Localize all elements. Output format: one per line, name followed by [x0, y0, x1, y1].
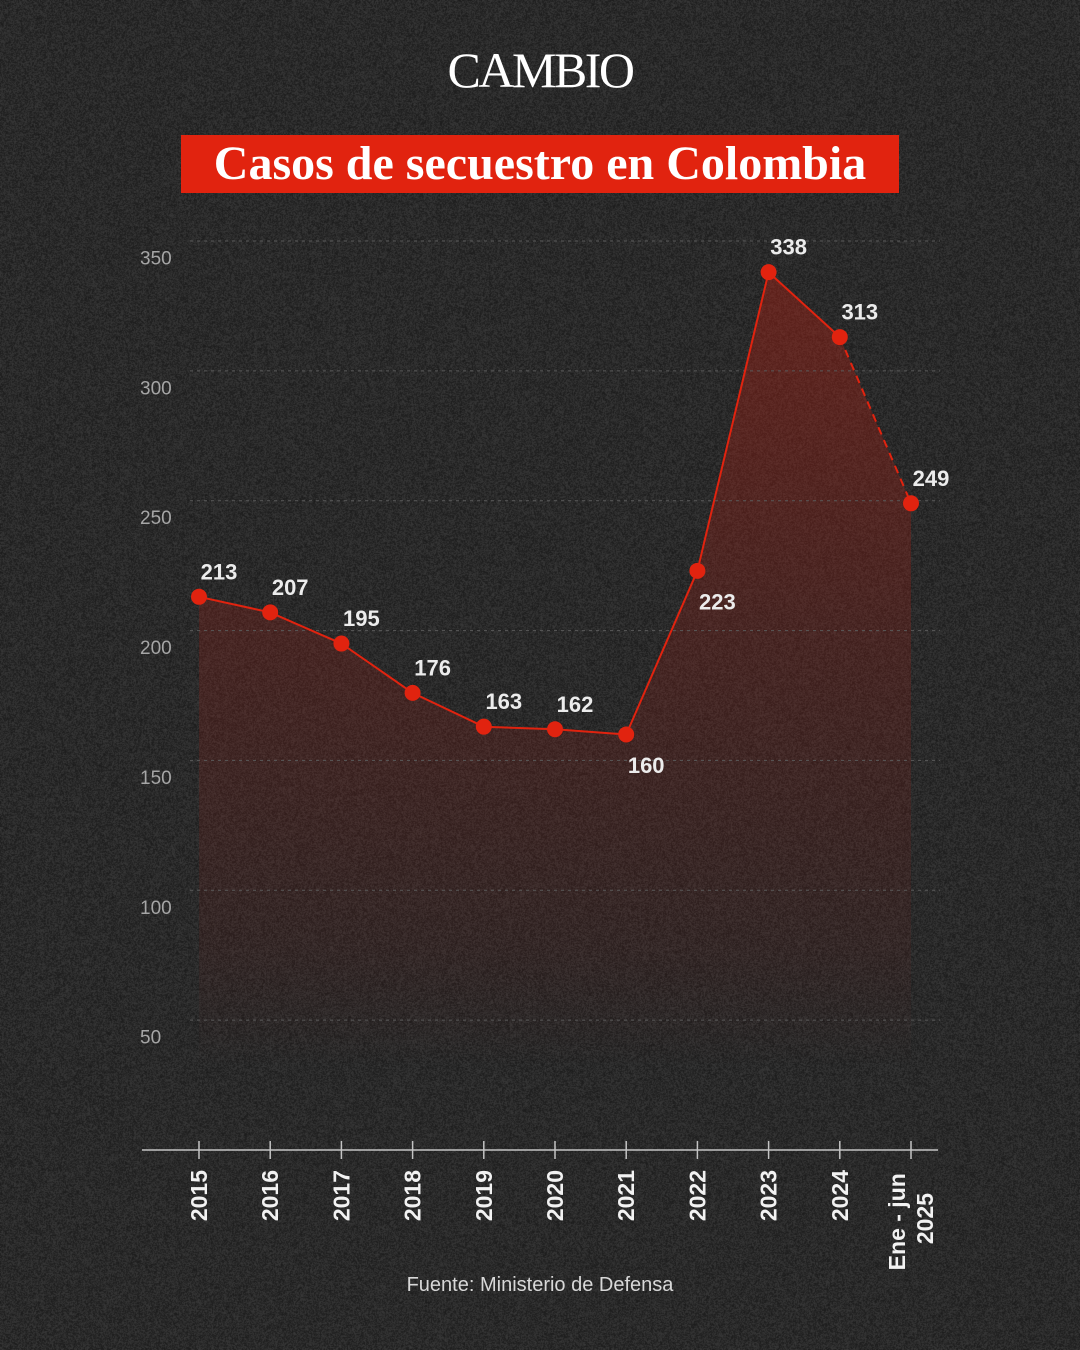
- y-tick-label: 350: [140, 249, 172, 270]
- series-line-partial: [838, 336, 912, 504]
- data-point: [831, 329, 848, 346]
- x-tick-label: 2024: [827, 1170, 853, 1221]
- data-label: 207: [272, 575, 309, 600]
- data-label: 160: [628, 753, 665, 778]
- data-label: 162: [557, 692, 594, 717]
- y-tick-label: 100: [140, 898, 172, 919]
- data-label: 195: [343, 606, 380, 631]
- series-line: [198, 271, 841, 736]
- x-tick-label: 2018: [400, 1170, 426, 1221]
- data-point: [262, 604, 279, 621]
- x-tick-label: 2021: [613, 1170, 639, 1221]
- data-point: [475, 718, 492, 735]
- title-banner: Casos de secuestro en Colombia: [181, 135, 899, 193]
- data-point: [903, 495, 919, 512]
- y-tick-label: 250: [140, 508, 172, 529]
- x-tick-label: 2023: [756, 1170, 782, 1221]
- y-tick-label: 150: [140, 768, 172, 789]
- x-tick-label: 2015: [186, 1170, 212, 1221]
- x-tick-label: 2022: [684, 1170, 710, 1221]
- data-label: 338: [770, 235, 807, 260]
- chart-title: Casos de secuestro en Colombia: [213, 137, 867, 190]
- data-point: [760, 264, 777, 281]
- data-label: 163: [485, 689, 522, 714]
- data-label: 213: [201, 559, 238, 584]
- x-tick-label: 2020: [542, 1170, 568, 1221]
- data-label: 176: [414, 655, 451, 680]
- data-label: 313: [841, 300, 878, 325]
- y-tick-label: 50: [140, 1028, 161, 1049]
- source-note: Fuente: Ministerio de Defensa: [406, 1274, 674, 1296]
- data-point: [618, 726, 635, 743]
- x-tick-label: Ene - jun 2025: [884, 1167, 938, 1271]
- y-tick-label: 200: [140, 638, 172, 659]
- x-tick-label: 2016: [257, 1170, 283, 1221]
- data-point: [333, 635, 350, 652]
- cambio-logo: CAMBIO: [447, 42, 635, 98]
- data-point: [547, 721, 563, 738]
- x-tick-label: 2019: [471, 1170, 497, 1221]
- data-point: [404, 684, 421, 701]
- data-label: 223: [699, 589, 736, 614]
- data-point: [191, 588, 207, 605]
- x-tick-label: 2017: [328, 1170, 354, 1221]
- data-point: [689, 562, 706, 579]
- y-tick-label: 300: [140, 378, 172, 399]
- data-label: 249: [913, 466, 950, 491]
